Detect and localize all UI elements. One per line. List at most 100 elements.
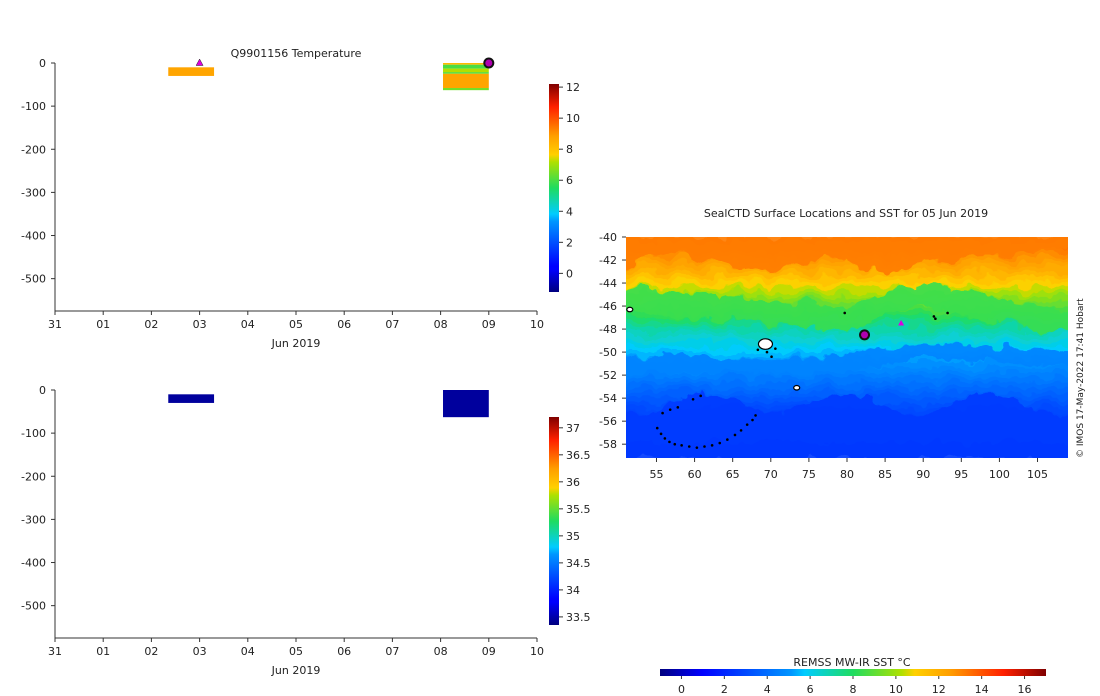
salinity-panel: 31 01 02 03 04 05 06 07 08 09 10 0 -100 -200 -300 -400… — [21, 384, 590, 677]
sst-colorbar-tick-label: 6 — [807, 683, 814, 696]
lat-tick-label: -42 — [599, 254, 617, 267]
profile-0-layer-0 — [168, 394, 215, 403]
island-heard — [793, 384, 801, 391]
sst-band — [626, 336, 1068, 344]
sst-colorbar-tick-label: 4 — [764, 683, 771, 696]
x-tick-label: 01 — [96, 645, 110, 658]
colorbar-tick-label: 4 — [566, 205, 573, 218]
start-marker — [898, 319, 905, 326]
salinity-colorbar: 33.5 34 34.5 35 35.5 36 36.5 37 — [549, 417, 591, 625]
track-point — [703, 445, 706, 448]
track-point — [718, 441, 722, 445]
salinity-profiles — [168, 390, 489, 418]
sst-colorbar-tick-label: 12 — [932, 683, 946, 696]
track-point — [756, 348, 760, 352]
sst-band — [626, 382, 1068, 389]
colorbar-tick-label: 8 — [566, 143, 573, 156]
lon-tick-label: 80 — [840, 468, 854, 481]
lat-tick-label: -46 — [599, 300, 617, 313]
profile-1-layer-2 — [443, 68, 489, 73]
lon-tick-label: 100 — [989, 468, 1010, 481]
x-tick-label: 10 — [530, 645, 544, 658]
surface-triangle-marker — [195, 58, 204, 66]
polar-front-region — [626, 281, 1068, 334]
y-tick-label: -500 — [21, 600, 46, 613]
sst-band — [626, 266, 1068, 273]
sst-band — [626, 347, 1068, 354]
colorbar-tick-label: 10 — [566, 112, 580, 125]
track-point — [843, 311, 847, 315]
track-point — [655, 426, 659, 430]
track-point — [668, 440, 671, 444]
map-markers — [859, 319, 905, 341]
y-tick-label: -200 — [21, 143, 46, 156]
sst-band — [626, 352, 1068, 359]
sst-colorbar-tick-label: 0 — [678, 683, 685, 696]
colorbar-tick-label: 37 — [566, 422, 580, 435]
lon-tick-label: 90 — [916, 468, 930, 481]
sst-colorbar-tick-label: 14 — [975, 683, 989, 696]
track-point — [695, 446, 699, 449]
x-tick-label: 03 — [193, 645, 207, 658]
x-tick-label: 04 — [241, 318, 255, 331]
profile-1-layer-5 — [443, 88, 489, 91]
lon-tick-label: 65 — [726, 468, 740, 481]
lon-tick-label: 85 — [878, 468, 892, 481]
current-position-marker — [483, 57, 495, 69]
y-tick-label: -100 — [21, 427, 46, 440]
track-point — [751, 418, 754, 422]
colorbar-tick-label: 34.5 — [566, 557, 591, 570]
sst-band — [626, 341, 1068, 349]
y-tick-label: -500 — [21, 273, 46, 286]
x-tick-label: 09 — [482, 318, 496, 331]
sst-colorbar-tick-label: 10 — [889, 683, 903, 696]
x-tick-label: 31 — [48, 318, 62, 331]
sst-colorbar-tick-label: 16 — [1018, 683, 1032, 696]
lat-tick-label: -54 — [599, 392, 617, 405]
track-point — [659, 432, 663, 436]
sst-map-panel: SealCTD Surface Locations and SST for 05… — [599, 207, 1086, 696]
profile-1-layer-3 — [443, 72, 489, 74]
colorbar-tick-label: 12 — [566, 81, 580, 94]
track-point — [934, 317, 937, 321]
profile-1-layer-0 — [443, 390, 489, 418]
track-point — [699, 394, 702, 398]
x-tick-label: 07 — [385, 318, 399, 331]
current-position-marker — [859, 329, 871, 341]
colorbar-tick-label: 35 — [566, 530, 580, 543]
track-point — [691, 397, 695, 401]
sst-band — [626, 377, 1068, 384]
lon-tick-label: 95 — [954, 468, 968, 481]
track-point — [680, 444, 683, 447]
colorbar-tick-label: 6 — [566, 174, 573, 187]
lon-tick-label: 55 — [649, 468, 663, 481]
cold-water-region — [626, 393, 1068, 458]
salinity-y-axis: 0 -100 -200 -300 -400 -500 — [21, 384, 55, 613]
track-point — [663, 437, 667, 440]
map-credit: © IMOS 17-May-2022 17:41 Hobart — [1076, 298, 1086, 458]
track-point — [946, 311, 949, 315]
sst-band — [626, 291, 1068, 298]
y-tick-label: -100 — [21, 100, 46, 113]
track-point — [739, 429, 743, 432]
lon-tick-label: 75 — [802, 468, 816, 481]
sst-field — [626, 237, 1068, 458]
sst-band — [626, 372, 1068, 379]
track-point — [733, 433, 737, 437]
y-tick-label: -400 — [21, 557, 46, 570]
profile-1-layer-4 — [443, 73, 489, 89]
track-point — [661, 411, 664, 415]
colorbar-gradient — [549, 417, 559, 625]
lon-tick-label: 70 — [764, 468, 778, 481]
colorbar-tick-label: 36.5 — [566, 449, 591, 462]
x-tick-label: 02 — [144, 318, 158, 331]
y-tick-label: -400 — [21, 230, 46, 243]
sst-band — [626, 276, 1068, 283]
x-tick-label: 08 — [434, 645, 448, 658]
x-tick-label: 03 — [193, 318, 207, 331]
sst-band — [626, 387, 1068, 394]
sst-colorbar-tick-label: 8 — [850, 683, 857, 696]
lat-tick-label: -50 — [599, 346, 617, 359]
map-title: SealCTD Surface Locations and SST for 05… — [704, 207, 988, 220]
